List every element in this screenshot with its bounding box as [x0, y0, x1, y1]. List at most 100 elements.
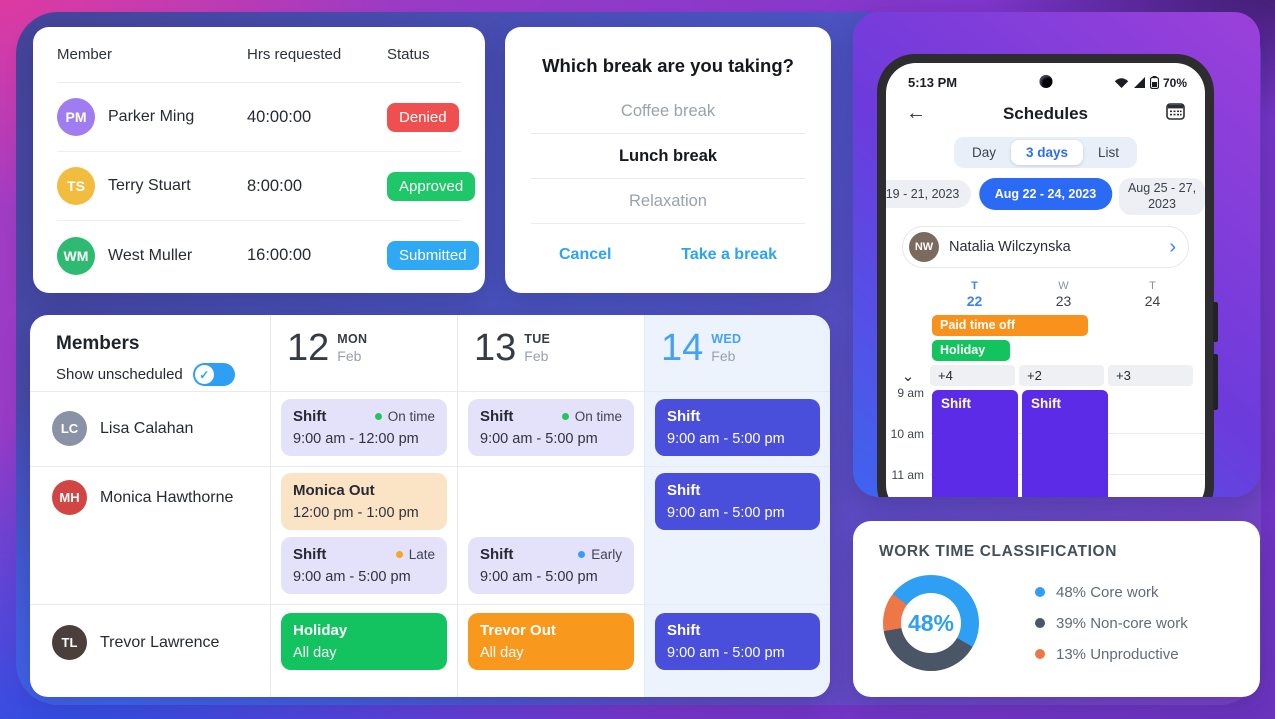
- avatar: LC: [52, 411, 87, 446]
- show-unscheduled-toggle[interactable]: ✓: [192, 363, 235, 386]
- phone-day-headers: T 22 W 23 T 24: [886, 280, 1205, 309]
- avatar: NW: [909, 232, 939, 262]
- date-range-prev[interactable]: Aug 19 - 21, 2023: [886, 180, 972, 208]
- column-status: Status: [387, 46, 430, 63]
- status-dot-icon: [374, 413, 382, 420]
- chip-title: Monica Out: [293, 482, 375, 499]
- chevron-down-icon[interactable]: ⌄: [901, 367, 915, 385]
- shift-chip[interactable]: Shift On time 9:00 am - 5:00 pm: [468, 399, 634, 456]
- take-a-break-button[interactable]: Take a break: [681, 246, 777, 263]
- column-member: Member: [57, 46, 113, 63]
- card-title: WORK TIME CLASSIFICATION: [879, 543, 1117, 560]
- shift-chip[interactable]: Shift 9:00 am - 5:00 pm: [655, 399, 820, 456]
- chip-time: All day: [480, 645, 524, 661]
- avatar: PM: [57, 98, 95, 136]
- table-row[interactable]: WM West Muller 16:00:00 Submitted: [57, 221, 479, 290]
- shift-title: Shift: [667, 622, 701, 639]
- holiday-chip[interactable]: Holiday All day: [281, 613, 447, 670]
- member-name: Trevor Lawrence: [100, 633, 220, 651]
- donut-center: 48%: [901, 593, 961, 653]
- shift-block-wed[interactable]: Shift: [1022, 390, 1108, 497]
- chip-time: All day: [293, 645, 337, 661]
- shift-title: Shift: [667, 408, 701, 425]
- tab-day[interactable]: Day: [971, 145, 996, 160]
- hours-requested: 16:00:00: [247, 246, 312, 264]
- more-events-chip[interactable]: +2: [1019, 365, 1104, 386]
- time-grid: 9 am 10 am 11 am 12 pm 1 pm Shift Shift: [886, 386, 1205, 497]
- members-schedule-card: 12 MON Feb Shift On time 9:00 am - 12:00…: [30, 315, 830, 697]
- camera-punch-hole: [1039, 75, 1052, 88]
- break-option-coffee[interactable]: Coffee break: [531, 89, 805, 134]
- time-off-chip[interactable]: Trevor Out All day: [468, 613, 634, 670]
- phone-volume-button: [1213, 302, 1218, 342]
- paid-time-off-bar[interactable]: Paid time off: [932, 315, 1088, 336]
- member-name: Lisa Calahan: [100, 419, 194, 437]
- day-of-week: WED: [711, 332, 742, 346]
- shift-block-tue[interactable]: Shift: [932, 390, 1018, 497]
- day-header-tue-22[interactable]: T 22: [966, 280, 983, 309]
- chart-legend: 48% Core work 39% Non-core work 13% Unpr…: [1035, 584, 1188, 663]
- break-option-relaxation[interactable]: Relaxation: [531, 179, 805, 224]
- shift-time: 9:00 am - 5:00 pm: [667, 505, 785, 521]
- legend-dot-icon: [1035, 649, 1045, 659]
- avatar: TL: [52, 625, 87, 660]
- table-row[interactable]: TS Terry Stuart 8:00:00 Approved: [57, 152, 476, 221]
- tab-3-days[interactable]: 3 days: [1010, 140, 1084, 165]
- holiday-bar[interactable]: Holiday: [932, 340, 1010, 361]
- member-name: Monica Hawthorne: [100, 488, 234, 506]
- more-events-chip[interactable]: +3: [1108, 365, 1193, 386]
- legend-dot-icon: [1035, 618, 1045, 628]
- day-header-thu-24[interactable]: T 24: [1144, 280, 1161, 309]
- time-label: 10 am: [890, 427, 924, 441]
- member-row[interactable]: LC Lisa Calahan: [52, 411, 193, 446]
- shift-chip[interactable]: Shift 9:00 am - 5:00 pm: [655, 473, 820, 530]
- member-selector[interactable]: NW Natalia Wilczynska ›: [902, 226, 1189, 268]
- date-range-current[interactable]: Aug 22 - 24, 2023: [978, 178, 1113, 210]
- avatar: TS: [57, 167, 95, 205]
- shift-title: Shift: [293, 546, 327, 563]
- status-dot-icon: [578, 551, 586, 558]
- day-month: Feb: [337, 348, 362, 364]
- table-row[interactable]: PM Parker Ming 40:00:00 Denied: [57, 83, 461, 152]
- shift-chip[interactable]: Shift Early 9:00 am - 5:00 pm: [468, 537, 634, 594]
- break-dialog: Which break are you taking? Coffee break…: [505, 27, 831, 293]
- shift-chip[interactable]: Shift Late 9:00 am - 5:00 pm: [281, 537, 447, 594]
- tab-list[interactable]: List: [1098, 145, 1120, 160]
- day-of-week: MON: [337, 332, 368, 346]
- shift-time: 9:00 am - 5:00 pm: [293, 569, 411, 585]
- app-nav-bar: ← Schedules: [886, 90, 1205, 125]
- phone-screen: 5:13 PM 70% ← Schedules Day 3 days: [886, 63, 1205, 497]
- hours-requested: 40:00:00: [247, 107, 312, 126]
- shift-chip[interactable]: Shift 9:00 am - 5:00 pm: [655, 613, 820, 670]
- column-hrs-requested: Hrs requested: [247, 46, 342, 63]
- back-arrow-icon[interactable]: ←: [906, 102, 926, 124]
- day-header-wed-23[interactable]: W 23: [1055, 280, 1072, 309]
- day-header: 13 TUE Feb: [474, 328, 551, 369]
- break-option-lunch[interactable]: Lunch break: [531, 134, 805, 179]
- day-month: Feb: [711, 348, 736, 364]
- shift-status: Early: [578, 547, 622, 562]
- time-off-chip[interactable]: Monica Out 12:00 pm - 1:00 pm: [281, 473, 447, 530]
- work-time-classification-card: WORK TIME CLASSIFICATION 48% 48% Core wo…: [853, 521, 1260, 697]
- member-name: Terry Stuart: [108, 177, 191, 194]
- shift-title: Shift: [480, 546, 514, 563]
- day-of-week: TUE: [524, 332, 551, 346]
- shift-chip[interactable]: Shift On time 9:00 am - 12:00 pm: [281, 399, 447, 456]
- member-row[interactable]: TL Trevor Lawrence: [52, 625, 219, 660]
- day-column-tue: 13 TUE Feb Shift On time 9:00 am - 5:00 …: [457, 315, 644, 697]
- shift-title: Shift: [480, 408, 514, 425]
- more-events-chip[interactable]: +4: [930, 365, 1015, 386]
- show-unscheduled-label: Show unscheduled: [56, 366, 183, 383]
- battery-icon: [1149, 76, 1159, 89]
- chevron-right-icon: ›: [1169, 236, 1176, 258]
- member-name: Parker Ming: [108, 108, 195, 125]
- date-range-next[interactable]: Aug 25 - 27, 2023: [1119, 178, 1205, 216]
- calendar-icon[interactable]: [1145, 102, 1185, 125]
- member-row[interactable]: MH Monica Hawthorne: [52, 480, 233, 515]
- legend-label: 48% Core work: [1056, 583, 1159, 601]
- avatar: MH: [52, 480, 87, 515]
- cancel-button[interactable]: Cancel: [559, 246, 612, 263]
- day-header: 12 MON Feb: [287, 328, 368, 369]
- day-column-wed: 14 WED Feb Shift 9:00 am - 5:00 pm Shift…: [644, 315, 830, 697]
- status-badge: Submitted: [387, 241, 479, 270]
